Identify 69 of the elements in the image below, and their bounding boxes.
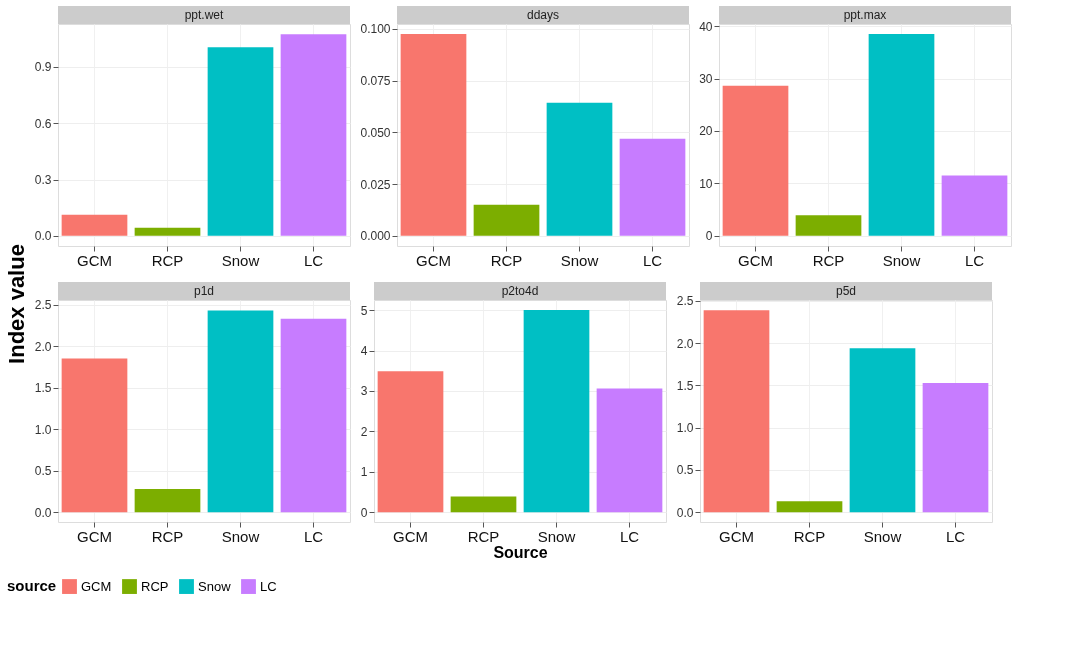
y-tick-label: 4	[360, 344, 368, 359]
y-tick-label: 0.075	[360, 74, 391, 89]
x-tick-label: Snow	[882, 251, 921, 269]
x-tick-label: GCM	[77, 251, 112, 269]
y-tick-label: 3	[360, 384, 368, 399]
x-tick-label: Snow	[863, 527, 902, 545]
y-tick-label: 0.5	[34, 464, 52, 479]
chart-title: ppt.max	[843, 8, 887, 22]
y-tick-label: 20	[699, 124, 713, 139]
x-tick-label: GCM	[77, 527, 112, 545]
y-tick-label: 2.5	[676, 294, 694, 309]
y-tick-label: 2.5	[34, 298, 52, 313]
x-axis-title: Source	[493, 543, 548, 561]
y-tick-label: 0.6	[34, 116, 52, 131]
y-tick-label: 0.100	[360, 22, 391, 37]
y-tick-label: 0.3	[34, 173, 52, 188]
x-tick-label: GCM	[416, 251, 451, 269]
x-tick-label: GCM	[719, 527, 754, 545]
y-tick-label: 0	[705, 229, 713, 244]
x-tick-label: Snow	[221, 527, 260, 545]
y-tick-label: 1	[360, 465, 368, 480]
legend-title: source	[7, 577, 57, 594]
y-tick-label: 1.0	[676, 421, 694, 436]
chart-title: ppt.wet	[184, 8, 224, 22]
y-tick-label: 1.5	[676, 378, 694, 393]
x-tick-label: LC	[619, 527, 640, 545]
legend-label: Snow	[198, 578, 232, 594]
y-tick-label: 2.0	[34, 339, 52, 354]
x-tick-label: Snow	[560, 251, 599, 269]
y-tick-label: 30	[699, 72, 713, 87]
y-tick-label: 0.0	[34, 505, 52, 520]
y-tick-label: 0.025	[360, 177, 391, 192]
x-tick-label: GCM	[393, 527, 428, 545]
x-tick-label: LC	[303, 527, 324, 545]
y-tick-label: 1.5	[34, 381, 52, 396]
x-tick-label: RCP	[490, 251, 523, 269]
chart-title: ddays	[526, 8, 560, 22]
y-tick-label: 0.000	[360, 229, 391, 244]
y-tick-label: 0	[360, 505, 368, 520]
chart-title: p2to4d	[501, 284, 539, 298]
y-tick-label: 0.0	[676, 505, 694, 520]
x-tick-label: LC	[303, 251, 324, 269]
x-tick-label: LC	[945, 527, 966, 545]
chart-title: p1d	[193, 284, 215, 298]
x-tick-label: RCP	[467, 527, 500, 545]
x-tick-label: LC	[642, 251, 663, 269]
x-tick-label: LC	[964, 251, 985, 269]
legend-label: GCM	[81, 578, 112, 594]
y-tick-label: 2.0	[676, 336, 694, 351]
y-tick-label: 40	[699, 19, 713, 34]
y-tick-label: 10	[699, 176, 713, 191]
chart-title: p5d	[835, 284, 857, 298]
legend-label: RCP	[141, 578, 169, 594]
x-tick-label: RCP	[793, 527, 826, 545]
y-tick-label: 0.050	[360, 125, 391, 140]
x-tick-label: RCP	[151, 527, 184, 545]
y-tick-label: 2	[360, 424, 368, 439]
x-tick-label: GCM	[738, 251, 773, 269]
x-tick-label: Snow	[221, 251, 260, 269]
y-axis-title: Index value	[4, 244, 29, 364]
x-tick-label: RCP	[151, 251, 184, 269]
x-tick-label: RCP	[812, 251, 845, 269]
y-tick-label: 5	[360, 303, 368, 318]
y-tick-label: 0.9	[34, 60, 52, 75]
legend-label: LC	[260, 578, 277, 594]
y-tick-label: 0.5	[676, 463, 694, 478]
x-tick-label: Snow	[537, 527, 576, 545]
y-tick-label: 1.0	[34, 422, 52, 437]
y-tick-label: 0.0	[34, 229, 52, 244]
